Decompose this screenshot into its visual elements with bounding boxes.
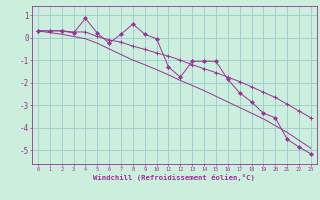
X-axis label: Windchill (Refroidissement éolien,°C): Windchill (Refroidissement éolien,°C)	[93, 174, 255, 181]
